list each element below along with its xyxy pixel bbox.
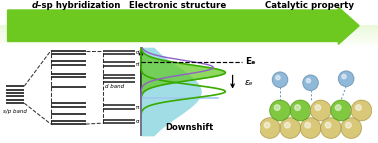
Bar bbox=[0, 27, 378, 29]
Circle shape bbox=[305, 122, 311, 128]
Text: d: d bbox=[32, 1, 38, 10]
Bar bbox=[0, 42, 378, 44]
Circle shape bbox=[270, 100, 290, 121]
Circle shape bbox=[301, 118, 321, 138]
Circle shape bbox=[321, 118, 341, 138]
Bar bbox=[0, 29, 378, 30]
Circle shape bbox=[274, 105, 280, 110]
Bar bbox=[0, 30, 378, 32]
Circle shape bbox=[306, 79, 311, 83]
Text: σ′: σ′ bbox=[136, 50, 141, 55]
Circle shape bbox=[290, 100, 311, 121]
Bar bbox=[0, 44, 378, 46]
Circle shape bbox=[356, 105, 361, 110]
Bar bbox=[0, 25, 378, 27]
Circle shape bbox=[303, 75, 318, 90]
Circle shape bbox=[295, 105, 301, 110]
Text: π′: π′ bbox=[136, 62, 141, 67]
Text: Catalytic property: Catalytic property bbox=[265, 1, 355, 10]
Circle shape bbox=[273, 72, 288, 87]
Text: σ: σ bbox=[136, 119, 139, 124]
FancyArrow shape bbox=[8, 7, 359, 44]
Circle shape bbox=[351, 100, 372, 121]
Bar bbox=[0, 32, 378, 34]
Circle shape bbox=[335, 105, 341, 110]
Circle shape bbox=[285, 122, 290, 128]
Circle shape bbox=[341, 118, 361, 138]
Text: Downshift: Downshift bbox=[165, 123, 213, 132]
Text: εₑ: εₑ bbox=[245, 78, 253, 87]
Text: s/p band: s/p band bbox=[3, 109, 27, 114]
Circle shape bbox=[345, 122, 351, 128]
Text: –sp hybridization: –sp hybridization bbox=[37, 1, 120, 10]
Text: d band: d band bbox=[105, 84, 124, 89]
Circle shape bbox=[280, 118, 301, 138]
Text: Electronic structure: Electronic structure bbox=[129, 1, 226, 10]
Circle shape bbox=[331, 100, 351, 121]
Bar bbox=[0, 35, 378, 37]
Circle shape bbox=[342, 75, 346, 79]
Circle shape bbox=[264, 122, 270, 128]
Bar bbox=[0, 34, 378, 35]
Bar bbox=[0, 39, 378, 41]
Circle shape bbox=[339, 71, 354, 86]
Circle shape bbox=[325, 122, 331, 128]
Circle shape bbox=[315, 105, 321, 110]
Circle shape bbox=[311, 100, 331, 121]
Circle shape bbox=[260, 118, 280, 138]
Circle shape bbox=[276, 76, 280, 80]
Bar bbox=[0, 41, 378, 42]
Text: π: π bbox=[136, 105, 139, 110]
Bar bbox=[0, 37, 378, 39]
Text: Eₑ: Eₑ bbox=[245, 57, 255, 66]
